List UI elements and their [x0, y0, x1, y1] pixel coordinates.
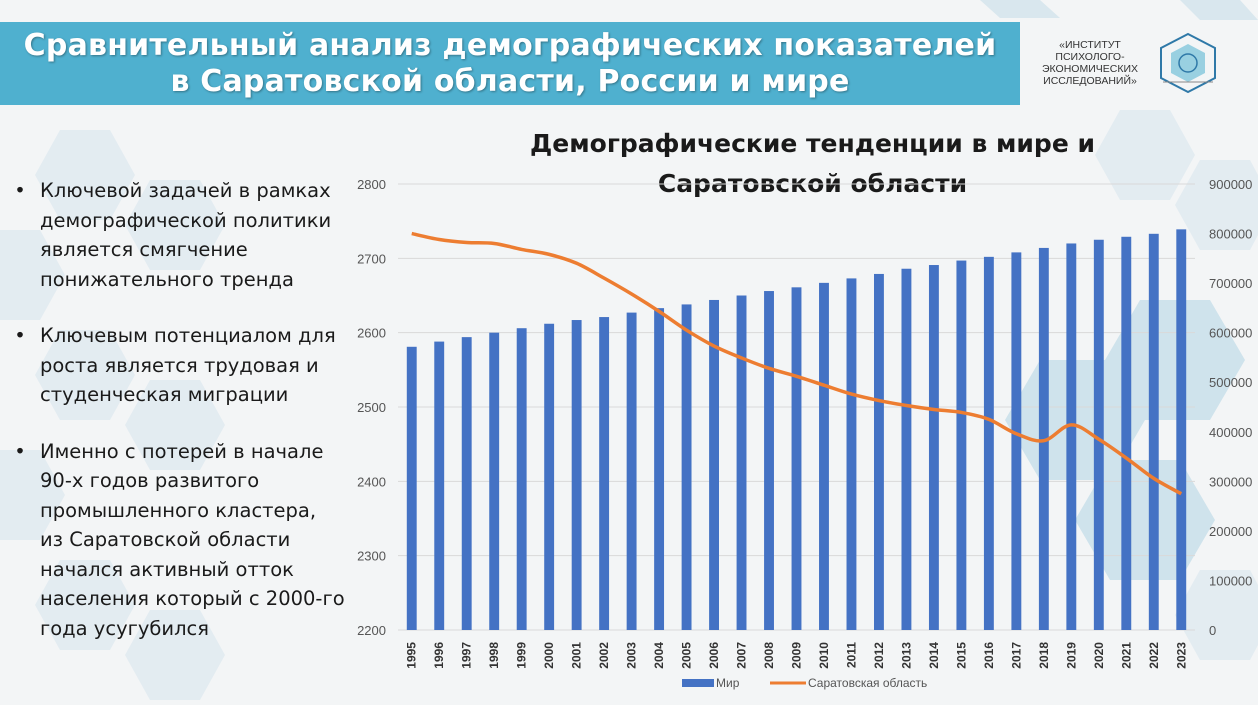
bar-mir — [544, 323, 555, 630]
bar-mir — [764, 291, 774, 630]
x-tick-label: 2000 — [542, 642, 556, 669]
bar-mir — [901, 268, 912, 630]
bar-mir — [1176, 229, 1187, 631]
bar-mir — [874, 273, 884, 630]
bar-mir — [791, 287, 802, 630]
bar-mir — [983, 256, 994, 630]
bar-mir — [1121, 236, 1132, 630]
bar-mir — [489, 332, 500, 630]
x-tick-label: 2004 — [652, 642, 666, 669]
y-left-tick-label: 2800 — [357, 177, 386, 192]
bullet-dot-icon: • — [14, 439, 26, 463]
bar-mir — [1066, 243, 1077, 630]
institute-emblem-icon — [1160, 32, 1216, 94]
legend-label-saratov: Саратовская область — [808, 676, 927, 690]
y-right-tick-label: 900000 — [1209, 177, 1252, 192]
x-tick-label: 2021 — [1119, 642, 1133, 669]
y-right-tick-label: 0 — [1209, 623, 1216, 638]
x-tick-label: 2002 — [597, 642, 611, 669]
x-tick-label: 2022 — [1147, 642, 1161, 669]
x-tick-label: 1999 — [515, 642, 529, 669]
y-right-tick-label: 200000 — [1209, 524, 1252, 539]
logo-text-1: «ИНСТИТУТ — [1059, 39, 1121, 51]
x-tick-label: 2006 — [707, 642, 721, 669]
x-tick-label: 1998 — [487, 642, 501, 669]
y-left-tick-label: 2600 — [357, 326, 386, 341]
x-tick-label: 2011 — [844, 642, 858, 668]
legend-swatch-mir — [682, 679, 714, 687]
bar-mir — [928, 265, 939, 630]
title-line-2: в Саратовской области, России и мире — [170, 64, 850, 99]
x-tick-label: 2017 — [1009, 642, 1023, 669]
x-tick-label: 2020 — [1092, 642, 1106, 669]
y-right-tick-label: 400000 — [1209, 425, 1252, 440]
x-tick-label: 2010 — [817, 642, 831, 669]
title-bar: Сравнительный анализ демографических пок… — [0, 22, 1020, 105]
x-tick-label: 2003 — [625, 642, 639, 669]
y-right-tick-label: 100000 — [1209, 573, 1252, 588]
y-right-tick-label: 700000 — [1209, 276, 1252, 291]
bar-mir — [1093, 239, 1104, 630]
bullet-dot-icon: • — [14, 324, 26, 347]
bullet-list: • Ключевой задачей в рамках демографичес… — [10, 176, 345, 670]
x-tick-label: 2016 — [982, 642, 996, 669]
bar-mir — [956, 260, 967, 630]
y-left-tick-label: 2400 — [357, 474, 386, 489]
x-tick-label: 2018 — [1037, 642, 1051, 669]
y-right-tick-label: 800000 — [1209, 227, 1252, 242]
bar-mir — [1148, 233, 1159, 630]
bar-mir — [846, 278, 857, 630]
x-tick-label: 2014 — [927, 642, 941, 669]
bullet-dot-icon: • — [14, 179, 26, 202]
bar-mir — [736, 295, 747, 630]
y-right-tick-label: 500000 — [1209, 375, 1252, 390]
bar-mir — [406, 346, 417, 630]
bullet-item: • Ключевым потенциалом для роста являетс… — [10, 321, 345, 410]
legend-label-mir: Мир — [716, 676, 740, 690]
bullet-text: Именно с потерей в начале 90-х годов раз… — [40, 439, 345, 640]
bar-mir — [681, 304, 692, 630]
y-left-tick-label: 2200 — [357, 623, 386, 638]
bullet-text: Ключевой задачей в рамках демографическо… — [40, 179, 332, 291]
x-tick-label: 2023 — [1174, 642, 1188, 669]
x-tick-label: 2007 — [735, 642, 749, 669]
x-tick-label: 2013 — [899, 642, 913, 669]
bar-mir — [516, 328, 527, 630]
y-left-tick-label: 2300 — [357, 549, 386, 564]
bar-mir — [1011, 252, 1022, 631]
bar-mir — [434, 341, 445, 630]
x-tick-label: 2015 — [954, 642, 968, 669]
bar-mir — [461, 337, 472, 630]
bullet-text: Ключевым потенциалом для роста является … — [40, 324, 336, 406]
y-left-tick-label: 2700 — [357, 251, 386, 266]
bar-mir — [819, 282, 829, 630]
x-tick-label: 2009 — [790, 642, 804, 669]
bar-mir — [626, 312, 637, 630]
y-right-tick-label: 600000 — [1209, 326, 1252, 341]
y-right-tick-label: 300000 — [1209, 474, 1252, 489]
x-tick-label: 2019 — [1064, 642, 1078, 669]
x-tick-label: 2001 — [570, 642, 584, 669]
bar-mir — [654, 308, 665, 630]
x-tick-label: 1995 — [405, 642, 419, 669]
logo-text-4: ИССЛЕДОВАНИЙ» — [1043, 75, 1137, 87]
title-line-1: Сравнительный анализ демографических пок… — [23, 28, 997, 63]
x-tick-label: 2012 — [872, 642, 886, 669]
logo-text-2: ПСИХОЛОГО- — [1055, 51, 1125, 63]
logo-text-3: ЭКОНОМИЧЕСКИХ — [1041, 63, 1138, 75]
bar-mir — [571, 320, 582, 630]
x-tick-label: 2005 — [680, 642, 694, 669]
x-tick-label: 1996 — [432, 642, 446, 669]
y-left-tick-label: 2500 — [357, 400, 386, 415]
bar-mir — [709, 299, 719, 630]
x-tick-label: 2008 — [762, 642, 776, 669]
x-tick-label: 1997 — [460, 642, 474, 669]
bar-mir — [599, 317, 610, 630]
bullet-item: • Именно с потерей в начале 90-х годов р… — [10, 437, 345, 644]
bullet-item: • Ключевой задачей в рамках демографичес… — [10, 176, 345, 294]
